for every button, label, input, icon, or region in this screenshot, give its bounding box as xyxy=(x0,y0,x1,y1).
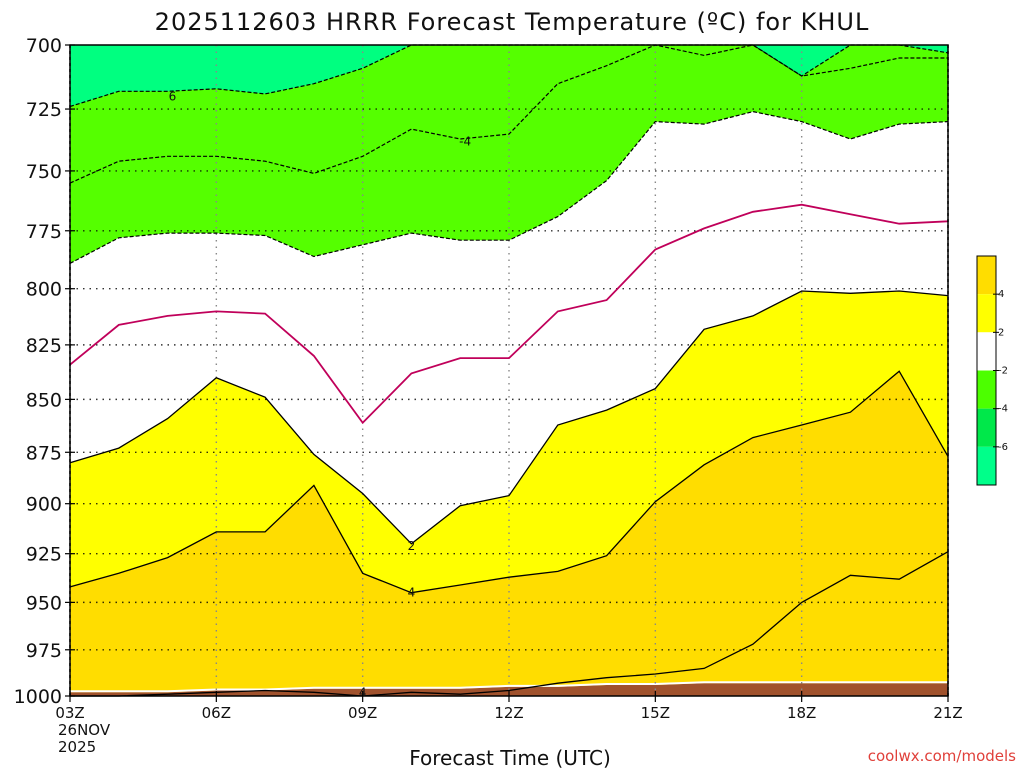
y-tick-label-725: 725 xyxy=(26,99,62,121)
y-tick-label-900: 900 xyxy=(26,494,62,516)
date-label-1: 2025 xyxy=(58,738,96,756)
date-label-0: 26NOV xyxy=(58,721,111,739)
colorbar-band-5 xyxy=(977,446,996,485)
y-tick-label-750: 750 xyxy=(26,161,62,183)
fill-neg6-to-neg2 xyxy=(70,45,948,264)
colorbar-band-2 xyxy=(977,332,996,371)
credit-link[interactable]: coolwx.com/models xyxy=(868,747,1016,765)
colorbar-tick-label-4: -6 xyxy=(998,442,1008,453)
colorbar-band-1 xyxy=(977,294,996,333)
isotherm-neg4 xyxy=(69,110,949,264)
x-axis-label: Forecast Time (UTC) xyxy=(409,746,611,768)
isotherm-neg2 xyxy=(69,203,949,425)
x-tick-label-03Z: 03Z xyxy=(55,704,84,722)
contour-label-4: 4 xyxy=(359,685,367,699)
colorbar-tick-label-2: -2 xyxy=(998,366,1008,377)
x-tick-label-15Z: 15Z xyxy=(641,704,670,722)
isotherm-0 xyxy=(69,290,949,545)
axis-ticks: 700 725 750 775 800 825 850 875 900 925 950 975 1000… xyxy=(14,35,963,756)
x-tick-label-09Z: 09Z xyxy=(348,704,377,722)
x-tick-label-12Z: 12Z xyxy=(494,704,523,722)
y-tick-label-775: 775 xyxy=(26,221,62,243)
contour-labels: 6 -4 2 4 4 xyxy=(169,89,471,699)
colorbar: 4 2 -2 -4 -6 xyxy=(976,255,1008,486)
colorbar-tick-label-0: 4 xyxy=(998,289,1004,300)
y-tick-label-825: 825 xyxy=(26,335,62,357)
contour-label-0: 6 xyxy=(169,89,177,103)
y-tick-label-700: 700 xyxy=(26,35,62,57)
y-tick-label-975: 975 xyxy=(26,640,62,662)
isotherm-2 xyxy=(69,370,949,594)
colorbar-tick-label-1: 2 xyxy=(998,327,1004,338)
y-tick-label-800: 800 xyxy=(26,279,62,301)
y-tick-label-1000: 1000 xyxy=(14,686,62,708)
colorbar-band-3 xyxy=(977,370,996,409)
chart-title: 2025112603 HRRR Forecast Temperature (ºC… xyxy=(155,8,870,36)
y-tick-label-850: 850 xyxy=(26,389,62,411)
contour-label-2: 2 xyxy=(408,539,416,553)
contour-label-3: 4 xyxy=(408,586,416,600)
x-tick-label-06Z: 06Z xyxy=(202,704,231,722)
contour-label-1: -4 xyxy=(459,134,471,148)
y-tick-label-950: 950 xyxy=(26,592,62,614)
x-tick-label-18Z: 18Z xyxy=(787,704,816,722)
colorbar-band-4 xyxy=(977,408,996,447)
colorbar-tick-label-3: -4 xyxy=(998,404,1008,415)
y-tick-label-925: 925 xyxy=(26,544,62,566)
gridlines xyxy=(70,45,948,696)
y-tick-label-875: 875 xyxy=(26,442,62,464)
x-tick-label-21Z: 21Z xyxy=(933,704,962,722)
fill-le-neg6 xyxy=(70,45,948,107)
colorbar-band-0 xyxy=(977,256,996,295)
